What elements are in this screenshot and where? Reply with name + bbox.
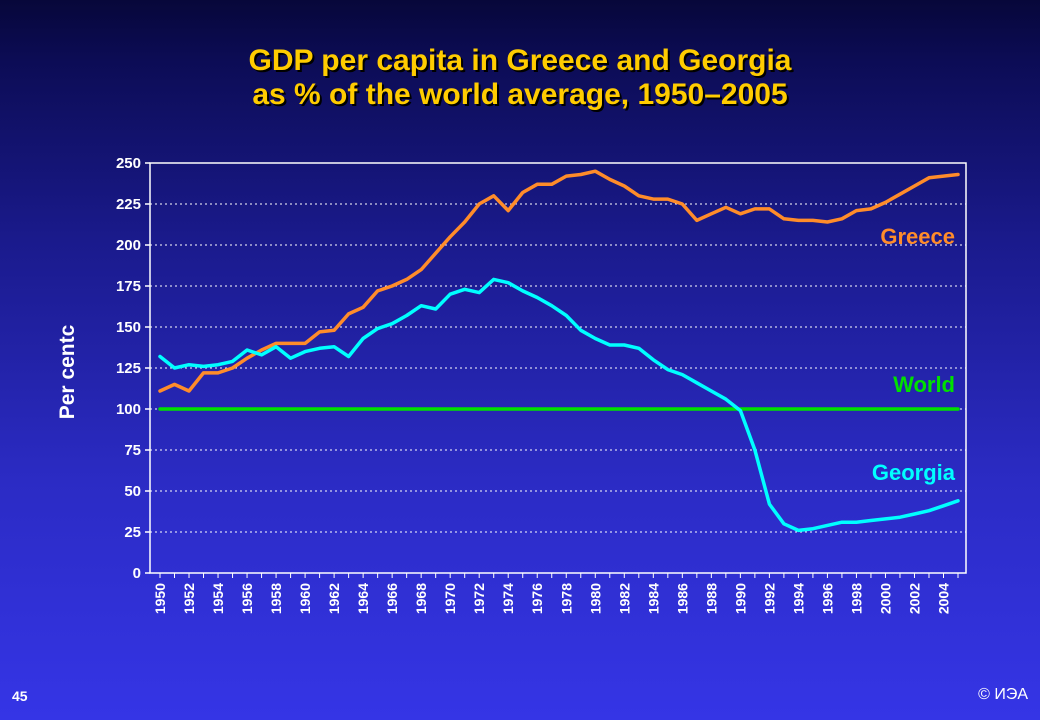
x-tick-label: 1968 (413, 583, 429, 614)
x-tick-label: 1976 (529, 583, 545, 614)
y-tick-label: 100 (116, 401, 141, 418)
y-tick-label: 75 (124, 442, 141, 459)
series-line-georgia (158, 277, 960, 533)
page-number: 45 (12, 688, 28, 704)
x-tick-label: 1952 (181, 583, 197, 614)
x-tick-label: 1972 (471, 583, 487, 614)
x-tick-label: 1998 (848, 583, 864, 614)
x-tick-label: 1966 (384, 583, 400, 614)
y-tick-label: 175 (116, 278, 141, 295)
x-tick-label: 1996 (819, 583, 835, 614)
x-axis: 1950 1952 1954 1956 1958 1960 1962 1964 1966 1968… (152, 573, 959, 614)
slide-title: GDP per capita in Greece and Georgia as … (0, 44, 1040, 112)
plot-area (149, 162, 967, 574)
x-tick-label: 1988 (703, 583, 719, 614)
y-tick-label: 125 (116, 360, 141, 377)
x-tick-label: 1964 (355, 583, 371, 614)
x-tick-label: 1990 (732, 583, 748, 614)
x-tick-label: 1954 (210, 583, 226, 614)
x-tick-label: 1958 (268, 583, 284, 614)
series-labels: Greece World Georgia (872, 224, 956, 485)
y-axis: 0 25 50 75 100 125 150 175 200 225 250 (116, 155, 150, 582)
x-tick-label: 1950 (152, 583, 168, 614)
x-tick-label: 1982 (616, 583, 632, 614)
y-tick-label: 250 (116, 155, 141, 172)
y-tick-label: 150 (116, 319, 141, 336)
x-tick-label: 1984 (645, 583, 661, 614)
series-label-world: World (893, 372, 955, 397)
x-tick-label: 1956 (239, 583, 255, 614)
y-tick-label: 25 (124, 524, 141, 541)
x-tick-label: 2002 (906, 583, 922, 614)
slide-title-line-2: as % of the world average, 1950–2005 (252, 78, 788, 111)
x-tick-label: 1992 (761, 583, 777, 614)
x-tick-label: 1970 (442, 583, 458, 614)
series-lines (158, 169, 960, 533)
x-tick-label: 1974 (500, 583, 516, 614)
x-tick-label: 2004 (935, 583, 951, 614)
copyright-notice: © ИЭА (978, 686, 1028, 703)
y-axis-label: Per centc (56, 324, 79, 419)
y-tick-label: 50 (124, 483, 141, 500)
y-tick-label: 0 (133, 565, 141, 582)
x-tick-label: 1978 (558, 583, 574, 614)
y-tick-label: 225 (116, 196, 141, 213)
y-tick-label: 200 (116, 237, 141, 254)
x-tick-label: 1986 (674, 583, 690, 614)
x-tick-label: 1980 (587, 583, 603, 614)
series-line-greece (158, 169, 960, 393)
series-label-greece: Greece (880, 224, 955, 249)
x-tick-label: 2000 (877, 583, 893, 614)
slide-title-line-1: GDP per capita in Greece and Georgia (248, 44, 792, 77)
x-tick-label: 1962 (326, 583, 342, 614)
x-tick-label: 1994 (790, 583, 806, 614)
series-label-georgia: Georgia (872, 460, 956, 485)
x-tick-label: 1960 (297, 583, 313, 614)
